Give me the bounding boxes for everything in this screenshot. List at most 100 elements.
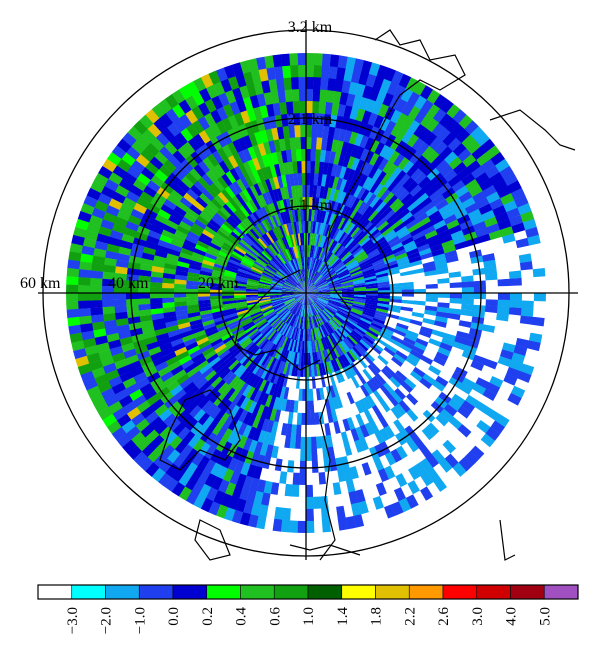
radar-cell [412,366,426,378]
radar-cell [277,252,286,264]
radar-cell [316,448,324,462]
radar-cell [284,299,296,306]
radar-cell [386,490,400,505]
radar-cell [476,419,491,434]
radar-cell [317,326,323,340]
radar-cell [344,221,354,234]
radar-cell [309,304,314,317]
radar-cell [369,433,380,447]
radar-cell [361,109,372,124]
radar-cell [326,273,338,281]
radar-cell [472,310,486,319]
radar-cell [197,289,211,294]
radar-cell [508,270,522,279]
radar-cell [397,415,410,430]
radar-cell [529,242,543,254]
radar-cell [441,239,455,249]
radar-cell [247,306,261,312]
radar-cell [130,159,146,174]
radar-cell [290,148,297,162]
radar-cell [264,327,274,338]
radar-cell [261,325,272,336]
radar-cell [463,344,478,355]
radar-cell [118,178,133,192]
radar-cell [425,301,439,307]
radar-cell [192,438,206,453]
radar-cell [222,303,236,308]
radar-cell [461,350,476,361]
radar-cell [454,335,468,346]
radar-cell [334,314,346,323]
radar-cell [131,431,146,446]
radar-cell [151,260,166,269]
radar-cell [294,293,306,299]
radar-cell [281,336,289,350]
radar-cell [401,289,415,293]
radar-cell [295,340,300,353]
radar-cell [352,276,365,282]
radar-cell [328,239,337,252]
radar-cell [277,322,286,334]
radar-cell [193,494,207,510]
radar-cell [278,322,287,335]
radar-cell [311,257,317,270]
radar-cell [489,400,504,415]
radar-cell [225,357,237,369]
radar-cell [134,231,149,242]
radar-cell [371,100,383,115]
radar-cell [151,265,165,274]
radar-cell [354,344,365,356]
radar-cell [355,324,368,334]
radar-cell [426,103,441,119]
radar-cell [316,281,328,288]
radar-cell [413,385,426,398]
radar-cell [128,255,142,264]
radar-cell [287,387,293,401]
radar-cell [233,299,247,304]
radar-cell [430,154,445,168]
radar-cell [247,145,257,160]
radar-cell [341,298,354,302]
radar-cell [147,229,162,240]
radar-cell [312,257,318,271]
radar-cell [364,150,375,164]
radar-cell [469,125,485,141]
radar-cell [403,215,416,226]
radar-cell [290,302,299,313]
radar-cell [424,346,439,357]
radar-cell [435,351,449,362]
radar-cell [295,148,302,162]
radar-cell [125,280,139,288]
radar-cell [105,369,120,382]
radar-cell [298,293,306,304]
radar-cell [425,283,439,289]
radar-cell [248,272,261,279]
radar-cell [295,293,306,300]
radar-cell [451,393,466,407]
radar-cell [221,454,233,469]
radar-cell [82,237,97,249]
radar-cell [193,218,207,230]
radar-cell [237,136,248,151]
radar-cell [232,433,243,447]
radar-cell [127,125,142,141]
radar-cell [203,350,217,361]
radar-cell [274,305,286,313]
radar-cell [265,313,277,322]
radar-cell [347,404,356,418]
radar-cell [457,361,471,373]
radar-cell [270,281,284,287]
radar-cell [319,185,325,199]
radar-cell [354,400,365,414]
radar-cell [359,370,370,383]
radar-cell [293,352,298,365]
radar-cell [364,333,377,343]
radar-cell [375,89,388,104]
radar-cell [421,321,435,330]
radar-cell [301,268,305,282]
radar-cell [310,424,317,438]
radar-cell [461,281,475,288]
radar-cell [313,258,319,271]
radar-cell [509,277,523,286]
radar-cell [292,327,298,341]
